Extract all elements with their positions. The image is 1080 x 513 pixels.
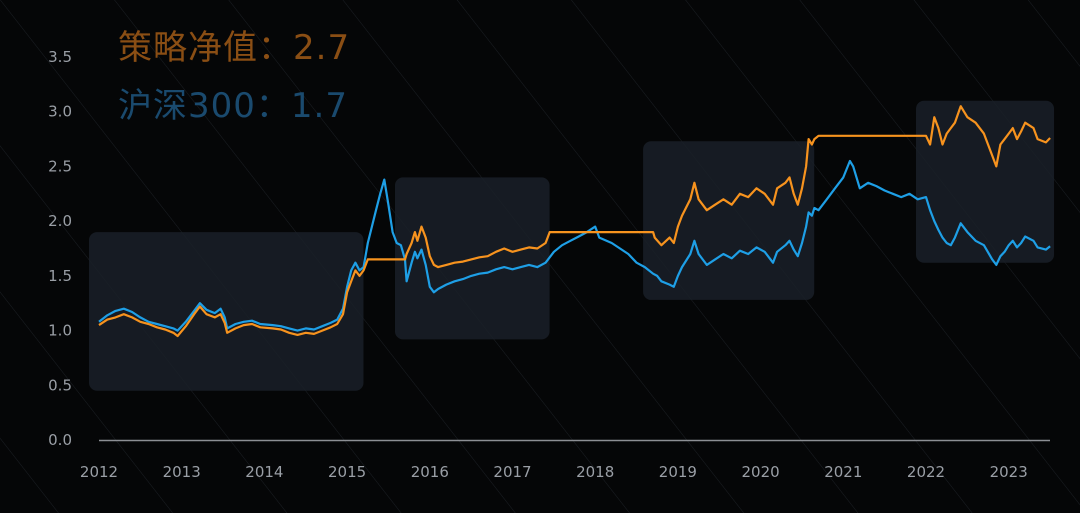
legend-csi300-value: 沪深300：1.7: [118, 86, 348, 126]
highlight-boxes: [89, 100, 1055, 391]
x-tick-label: 2017: [493, 463, 531, 481]
y-tick-label: 0.0: [48, 431, 72, 449]
highlight-box-4: [916, 100, 1055, 263]
x-tick-label: 2021: [824, 463, 862, 481]
y-tick-label: 3.5: [48, 48, 72, 66]
csi300-line: [98, 159, 1051, 332]
highlight-box-3: [643, 141, 815, 300]
y-tick-label: 0.5: [48, 376, 72, 394]
x-tick-label: 2022: [907, 463, 945, 481]
x-tick-label: 2023: [990, 463, 1028, 481]
y-tick-label: 2.0: [48, 212, 72, 230]
y-tick-label: 3.0: [48, 103, 72, 121]
x-tick-label: 2016: [411, 463, 449, 481]
x-tick-label: 2012: [80, 463, 118, 481]
x-tick-label: 2018: [576, 463, 614, 481]
y-tick-label: 2.5: [48, 157, 72, 175]
x-tick-label: 2020: [742, 463, 780, 481]
x-tick-label: 2015: [328, 463, 366, 481]
y-tick-label: 1.0: [48, 322, 72, 340]
axis-ticks: 0.0 0.5 1.0 1.5 2.0 2.5 3.0 3.5 2012 2013 2014 2015…: [48, 48, 1050, 481]
x-tick-label: 2013: [163, 463, 201, 481]
strategy-line: [98, 105, 1051, 338]
x-tick-label: 2014: [245, 463, 283, 481]
x-tick-label: 2019: [659, 463, 697, 481]
highlight-box-1: [89, 232, 364, 391]
legend-strategy-value: 策略净值：2.7: [118, 28, 351, 68]
series-lines: [98, 105, 1051, 338]
y-tick-label: 1.5: [48, 267, 72, 285]
